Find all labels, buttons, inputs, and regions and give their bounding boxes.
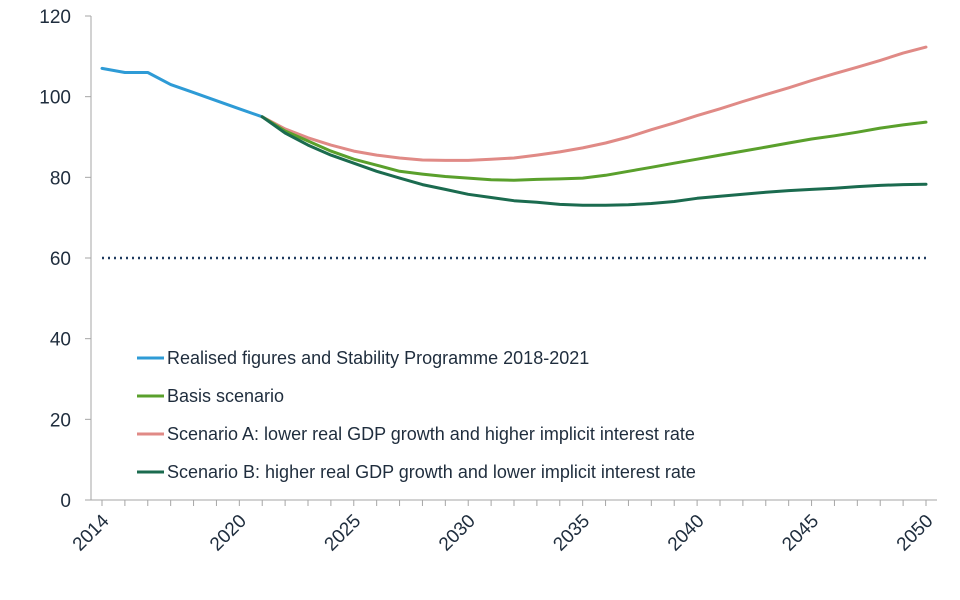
series-lines [100,45,928,207]
legend-label: Basis scenario [167,386,284,406]
y-tick-label: 80 [50,168,71,189]
x-tick-label: 2050 [893,511,938,556]
y-axis-ticks: 0 20 40 60 80 100 120 [39,7,91,512]
x-tick-label: 2030 [435,511,480,556]
legend-label: Scenario A: lower real GDP growth and hi… [167,424,695,444]
series-line-2 [260,45,928,162]
x-tick-label: 2025 [321,511,366,556]
series-line-0 [100,66,264,119]
y-tick-label: 60 [50,249,71,270]
x-tick-label: 2045 [778,511,823,556]
x-tick-label: 2020 [206,511,251,556]
y-tick-label: 40 [50,330,71,351]
x-tick-label: 2035 [549,511,594,556]
x-tick-label: 2014 [69,510,114,555]
series-line-3 [260,115,928,207]
x-axis-ticks: 2014 2020 2025 2030 2035 2040 2045 2050 [69,500,938,555]
y-tick-label: 0 [60,491,71,512]
y-tick-label: 120 [39,7,71,28]
y-tick-label: 100 [39,88,71,109]
legend: Realised figures and Stability Programme… [137,348,696,482]
y-tick-label: 20 [50,410,71,431]
x-tick-label: 2040 [664,511,709,556]
legend-label: Scenario B: higher real GDP growth and l… [167,462,696,482]
legend-label: Realised figures and Stability Programme… [167,348,589,368]
series-line-1 [260,115,928,182]
